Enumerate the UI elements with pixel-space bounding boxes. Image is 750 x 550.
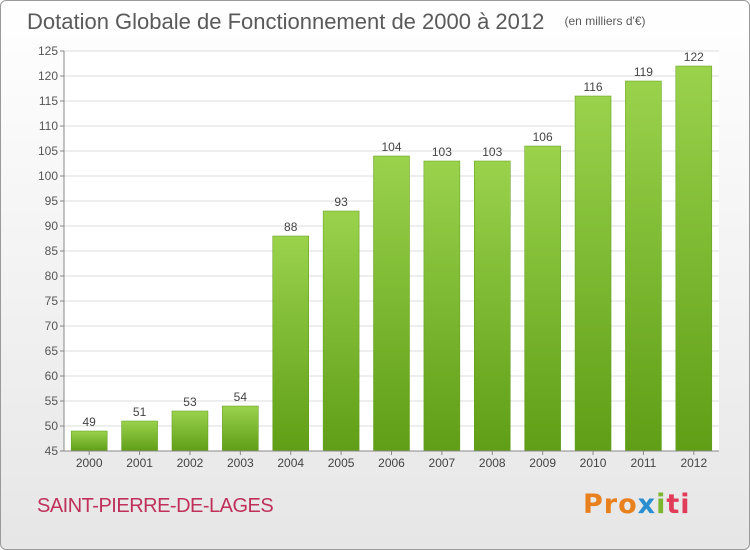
bar <box>121 420 158 452</box>
data-label: 104 <box>381 140 401 154</box>
x-tick-label: 2001 <box>126 456 153 470</box>
chart-title: Dotation Globale de Fonctionnement de 20… <box>27 9 646 35</box>
logo-part-2: x <box>637 489 657 520</box>
y-tick-label: 45 <box>45 444 59 458</box>
bar <box>272 235 309 452</box>
data-label: 119 <box>634 65 653 79</box>
y-tick-label: 125 <box>38 44 58 58</box>
y-tick-label: 80 <box>45 269 59 283</box>
bar <box>675 65 713 452</box>
data-label: 54 <box>234 390 248 404</box>
y-tick-label: 105 <box>38 144 58 158</box>
data-label: 93 <box>334 195 348 209</box>
data-label: 88 <box>284 220 298 234</box>
data-label: 122 <box>684 50 704 64</box>
x-tick-label: 2000 <box>76 456 103 470</box>
proxiti-logo: Proxiti <box>583 489 691 520</box>
data-label: 49 <box>83 415 97 429</box>
y-tick-label: 65 <box>45 344 59 358</box>
y-tick-label: 60 <box>45 369 59 383</box>
y-tick-label: 120 <box>38 69 58 83</box>
x-tick-label: 2005 <box>328 456 355 470</box>
title-text: Dotation Globale de Fonctionnement de 20… <box>27 9 545 34</box>
bar <box>222 405 259 452</box>
y-tick-label: 70 <box>45 319 59 333</box>
x-tick-label: 2009 <box>529 456 556 470</box>
y-tick-label: 110 <box>39 119 58 133</box>
y-tick-label: 75 <box>45 294 59 308</box>
data-label: 51 <box>133 405 147 419</box>
x-tick-label: 2012 <box>680 456 707 470</box>
x-tick-label: 2004 <box>277 456 304 470</box>
x-tick-label: 2003 <box>227 456 254 470</box>
data-label: 53 <box>183 395 197 409</box>
x-tick-label: 2008 <box>479 456 506 470</box>
bar <box>574 95 612 452</box>
x-tick-label: 2007 <box>429 456 456 470</box>
x-tick-label: 2010 <box>580 456 607 470</box>
x-tick-label: 2006 <box>378 456 405 470</box>
bar <box>373 155 410 452</box>
logo-part-1: Pro <box>583 489 638 520</box>
bar <box>322 210 360 452</box>
y-tick-label: 85 <box>45 244 59 258</box>
logo-part-3: i <box>656 489 667 520</box>
data-label: 106 <box>533 130 553 144</box>
bar <box>171 410 209 452</box>
y-tick-label: 115 <box>39 94 58 108</box>
data-label: 103 <box>482 145 502 159</box>
data-label: 103 <box>432 145 452 159</box>
bar <box>625 80 662 452</box>
bar <box>423 160 461 452</box>
data-label: 116 <box>583 80 602 94</box>
y-tick-label: 95 <box>45 194 59 208</box>
logo-part-4: ti <box>666 489 691 520</box>
commune-name: SAINT-PIERRE-DE-LAGES <box>37 495 274 517</box>
bar <box>524 145 561 452</box>
y-tick-label: 90 <box>45 219 59 233</box>
y-tick-label: 100 <box>38 169 58 183</box>
x-tick-label: 2011 <box>631 456 657 470</box>
y-tick-label: 55 <box>45 394 59 408</box>
bar <box>474 160 511 452</box>
y-tick-label: 50 <box>45 419 59 433</box>
unit-label: (en milliers d'€) <box>564 14 646 28</box>
x-tick-label: 2002 <box>177 456 204 470</box>
bar <box>70 430 108 452</box>
